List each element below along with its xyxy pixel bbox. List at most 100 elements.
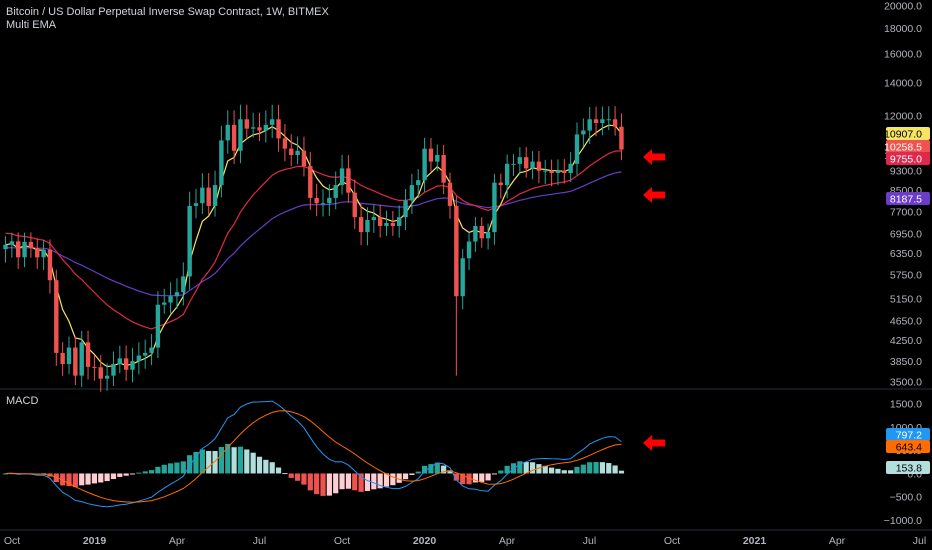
macd-bar	[66, 473, 72, 487]
candle-body	[346, 168, 351, 193]
time-tick-label: 2021	[743, 535, 767, 547]
macd-bar	[129, 473, 136, 475]
candle-body	[123, 358, 129, 370]
macd-bar	[352, 473, 358, 491]
candle-body	[524, 157, 529, 169]
macd-badge-bg	[886, 428, 930, 441]
candle-body	[612, 119, 618, 127]
macd-bar	[434, 462, 440, 474]
candle-body	[409, 185, 415, 201]
candle-body	[574, 134, 580, 164]
candle-body	[536, 161, 542, 171]
candle-body	[92, 366, 97, 368]
price-tick-label: 6950.0	[890, 229, 922, 241]
macd-bar	[225, 443, 231, 474]
macd-bar	[618, 470, 625, 474]
candle-body	[333, 185, 338, 198]
time-tick-label: Oct	[664, 535, 680, 547]
macd-bar	[168, 463, 174, 474]
candle-body	[117, 358, 122, 364]
candle-body	[66, 347, 72, 364]
candle-body	[422, 148, 427, 181]
candle-body	[555, 170, 561, 174]
price-tick-label: 7700.0	[890, 206, 922, 218]
candle-body	[377, 217, 383, 226]
macd-bar	[549, 467, 555, 474]
arrow-left-icon	[643, 435, 665, 451]
time-tick-label: Oct	[4, 535, 20, 547]
candle-body	[35, 248, 40, 258]
macd-bar	[504, 465, 510, 474]
macd-bar	[606, 463, 612, 474]
candle-body	[517, 157, 523, 164]
candle-body	[282, 138, 288, 149]
time-tick-label: Jul	[253, 535, 266, 547]
price-tick-label: 4650.0	[890, 315, 922, 327]
macd-bar	[371, 473, 377, 490]
macd-bar	[269, 462, 275, 474]
macd-bar	[256, 456, 263, 474]
candle-body	[212, 185, 218, 206]
macd-bar	[314, 473, 320, 495]
candle-body	[454, 205, 459, 297]
macd-bar	[491, 473, 498, 475]
candle-body	[73, 347, 78, 376]
macd-bar	[60, 473, 66, 486]
macd-bar	[320, 473, 326, 496]
macd-bar	[218, 446, 224, 474]
candle-body	[403, 200, 408, 218]
macd-bar	[136, 472, 142, 474]
candle-body	[384, 222, 389, 226]
candle-body	[155, 304, 161, 348]
candle-body	[225, 124, 230, 141]
candle-body	[447, 182, 453, 206]
candle-body	[193, 203, 199, 206]
candle-body	[504, 163, 510, 186]
price-tick-label: 6350.0	[890, 248, 922, 260]
candle-body	[600, 119, 605, 123]
macd-bar	[180, 461, 186, 474]
candle-body	[568, 163, 573, 174]
macd-bar	[187, 455, 193, 474]
candle-body	[593, 119, 599, 123]
candle-body	[41, 249, 46, 258]
price-tick-label: 12000.0	[884, 111, 922, 123]
candle-body	[352, 192, 357, 218]
candle-body	[276, 119, 281, 139]
candle-body	[619, 126, 624, 150]
candle-body	[460, 258, 465, 297]
candles	[3, 104, 624, 392]
price-tick-label: 4250.0	[890, 335, 922, 347]
candle-body	[85, 342, 91, 367]
macd-bar	[358, 473, 364, 492]
candle-body	[435, 155, 440, 162]
candle-body	[22, 241, 27, 258]
candle-body	[581, 130, 586, 135]
macd-bar	[364, 473, 371, 491]
candle-body	[244, 119, 249, 129]
ema-fast-line	[5, 124, 622, 368]
candle-body	[416, 180, 421, 186]
macd-bar	[307, 473, 313, 491]
candle-body	[60, 352, 65, 364]
macd-bar	[142, 471, 148, 474]
candle-body	[47, 249, 53, 281]
close-badge: 10258.5	[884, 142, 922, 154]
candle-body	[162, 302, 167, 305]
indicator-label[interactable]: Multi EMA	[6, 19, 57, 31]
macd-lines	[5, 400, 622, 508]
macd-bar	[460, 473, 466, 485]
candle-body	[136, 355, 142, 362]
close-badge-bg	[886, 140, 930, 153]
candle-body	[587, 119, 592, 131]
macd-bar	[79, 473, 85, 486]
candle-body	[181, 276, 186, 293]
macd-bar	[339, 473, 345, 490]
candle-body	[231, 124, 237, 151]
macd-title[interactable]: MACD	[6, 395, 39, 407]
hist-badge: 153.8	[896, 463, 922, 475]
ema-slow-badge: 8187.5	[890, 194, 922, 206]
signal-badge-bg	[886, 440, 930, 453]
macd-bar	[104, 473, 110, 482]
